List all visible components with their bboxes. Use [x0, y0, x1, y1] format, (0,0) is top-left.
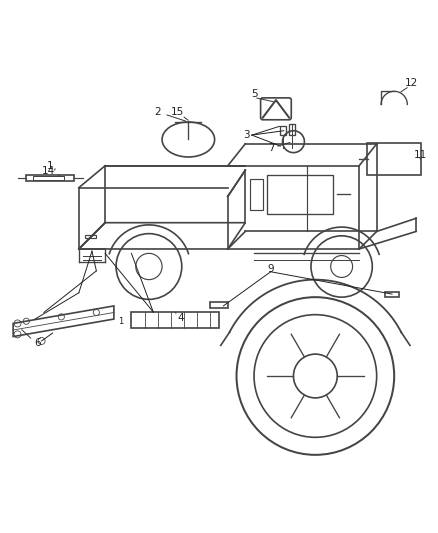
Bar	[385, 292, 399, 297]
Text: 15: 15	[171, 107, 184, 117]
Bar	[85, 235, 96, 238]
Text: 5: 5	[251, 90, 258, 99]
Text: 1: 1	[47, 161, 54, 171]
Text: 7: 7	[268, 143, 275, 154]
Text: 9: 9	[267, 264, 274, 273]
Text: 2: 2	[154, 107, 161, 117]
Text: 14: 14	[42, 166, 55, 176]
Bar	[289, 124, 295, 135]
Text: 6: 6	[34, 338, 41, 348]
Bar	[210, 302, 228, 308]
Text: 11: 11	[414, 150, 427, 160]
Text: 4: 4	[177, 313, 184, 323]
Text: 1: 1	[118, 317, 123, 326]
Bar	[280, 126, 286, 135]
Text: 12: 12	[405, 77, 418, 87]
Text: 3: 3	[243, 130, 250, 140]
Bar	[33, 176, 64, 180]
